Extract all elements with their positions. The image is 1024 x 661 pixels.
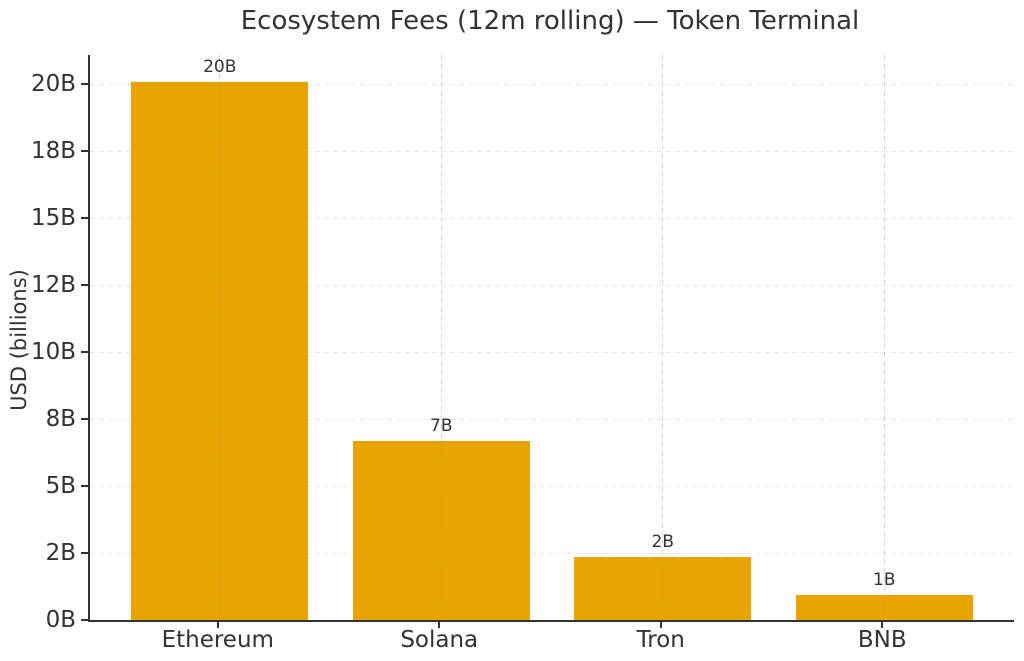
v-gridline (662, 55, 664, 620)
h-gridline (90, 419, 1014, 421)
y-tick-mark (81, 83, 88, 86)
bar-solana (352, 440, 530, 620)
x-tick-mark (881, 622, 884, 628)
y-tick-mark (81, 284, 88, 287)
h-gridline (90, 352, 1014, 354)
y-tick-mark (81, 619, 88, 621)
y-tick-label: 15B (30, 205, 76, 232)
y-tick-mark (81, 552, 88, 555)
x-tick-mark (216, 622, 219, 628)
x-tick-label: Tron (636, 627, 685, 653)
bar-ethereum (131, 81, 309, 620)
y-tick-label: 8B (45, 406, 76, 433)
y-tick-label: 20B (30, 71, 76, 98)
x-tick-mark (659, 622, 662, 628)
v-gridline (219, 55, 221, 620)
y-tick-mark (81, 418, 88, 421)
x-tick-label: Ethereum (161, 627, 274, 653)
bar-bnb (795, 594, 973, 620)
x-tick-label: BNB (857, 627, 907, 653)
h-gridline (90, 553, 1014, 555)
bar-value-label: 2B (651, 532, 674, 553)
y-tick-label: 2B (45, 540, 76, 567)
x-tick-mark (438, 622, 441, 628)
y-tick-mark (81, 217, 88, 220)
h-gridline (90, 151, 1014, 153)
h-gridline (90, 486, 1014, 488)
y-tick-mark (81, 150, 88, 153)
bar-value-label: 7B (430, 415, 453, 436)
y-tick-label: 12B (30, 272, 76, 299)
bar-value-label: 20B (203, 56, 237, 77)
v-gridline (883, 55, 885, 620)
h-gridline (90, 285, 1014, 287)
chart-title: Ecosystem Fees (12m rolling) — Token Ter… (240, 6, 860, 36)
bar-value-label: 1B (873, 569, 896, 590)
y-tick-label: 5B (45, 473, 76, 500)
plot-area: 20B 7B 2B 1B (88, 55, 1014, 622)
bar-tron (574, 557, 752, 620)
y-tick-label: 18B (30, 138, 76, 165)
h-gridline (90, 84, 1014, 86)
h-gridline (90, 218, 1014, 220)
y-tick-mark (81, 351, 88, 354)
y-tick-mark (81, 485, 88, 488)
y-tick-label: 0B (45, 607, 76, 633)
v-gridline (440, 55, 442, 620)
y-tick-label: 10B (30, 339, 76, 366)
x-tick-label: Solana (400, 627, 479, 653)
